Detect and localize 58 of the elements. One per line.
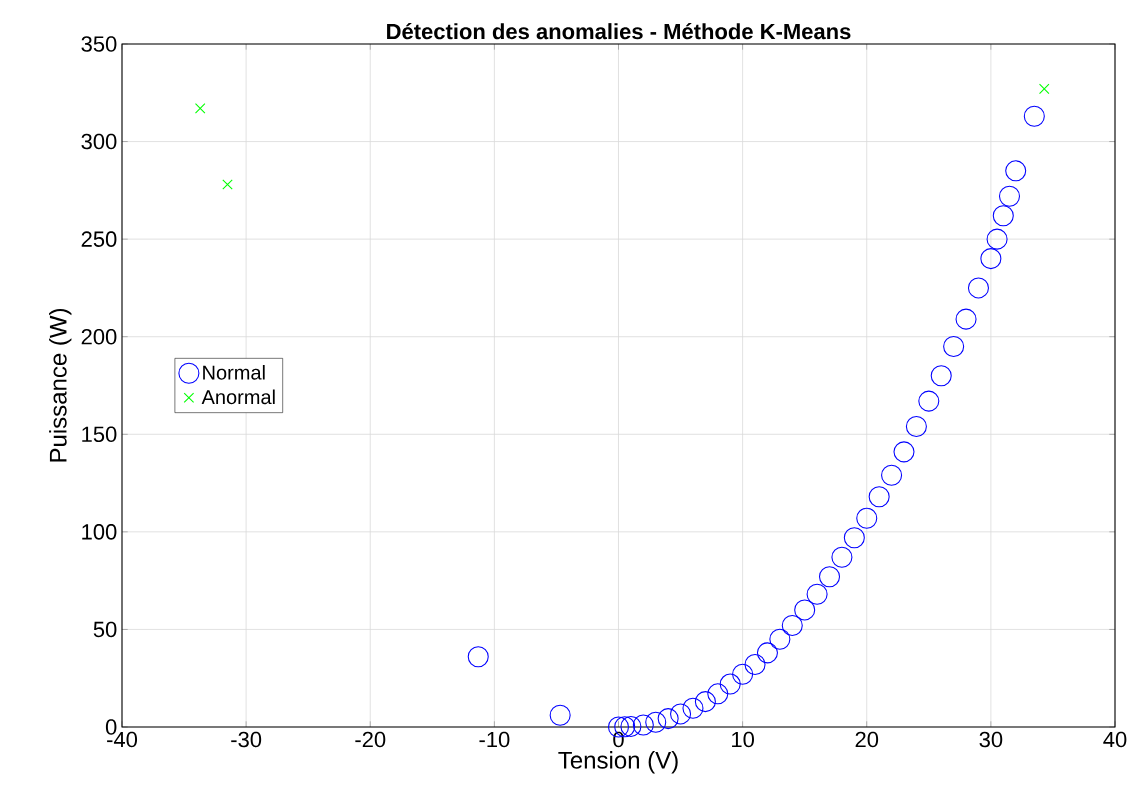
point	[549, 704, 571, 726]
x-tick-label: -30	[231, 731, 262, 748]
point	[645, 711, 667, 733]
y-tick-label: 250	[81, 231, 117, 247]
point	[632, 714, 654, 736]
point	[1005, 160, 1027, 182]
y-tick-label: 100	[82, 524, 117, 540]
legend-label: Normal	[203, 365, 265, 380]
point	[194, 103, 206, 114]
y-tick-label: 200	[81, 328, 117, 345]
point	[467, 646, 489, 668]
chart-title: Détection des anomalies - Méthode K-Means	[387, 22, 851, 40]
y-tick-label: 150	[82, 426, 117, 443]
point	[670, 703, 692, 725]
point	[918, 390, 940, 412]
point	[856, 507, 878, 529]
legend-label: Anormal	[201, 389, 275, 405]
x-tick-label: 30	[979, 731, 1003, 748]
point	[719, 673, 741, 695]
point	[707, 683, 729, 705]
point	[955, 308, 977, 330]
point	[756, 642, 778, 664]
point	[744, 654, 766, 676]
point	[843, 527, 865, 549]
point	[930, 365, 952, 387]
point	[831, 546, 853, 568]
point	[794, 599, 816, 621]
y-tick-label: 350	[81, 36, 117, 52]
y-tick-label: 50	[93, 621, 117, 638]
x-tick-label: -20	[355, 731, 386, 748]
point	[657, 708, 679, 730]
point	[868, 486, 890, 508]
point	[943, 335, 965, 358]
point	[694, 691, 716, 713]
point	[967, 277, 989, 299]
point	[1023, 105, 1045, 127]
x-tick-label: -10	[479, 731, 510, 748]
point	[769, 628, 791, 650]
point	[881, 464, 903, 486]
point	[1039, 83, 1050, 95]
x-tick-label: 10	[732, 731, 754, 748]
point	[992, 205, 1014, 227]
point	[806, 583, 828, 605]
x-tick-label: 20	[855, 731, 879, 748]
point	[905, 415, 927, 438]
point	[682, 697, 704, 719]
y-axis-title: Puissance (W)	[49, 309, 72, 462]
x-axis-title: Tension (V)	[558, 751, 678, 774]
point	[818, 566, 841, 588]
point	[893, 441, 915, 463]
point	[222, 179, 233, 190]
x-tick-label: 40	[1103, 731, 1127, 748]
point	[781, 614, 803, 637]
point	[732, 663, 754, 685]
y-tick-label: 300	[81, 133, 117, 150]
point	[980, 248, 1002, 270]
point	[998, 185, 1021, 207]
point	[986, 228, 1008, 250]
